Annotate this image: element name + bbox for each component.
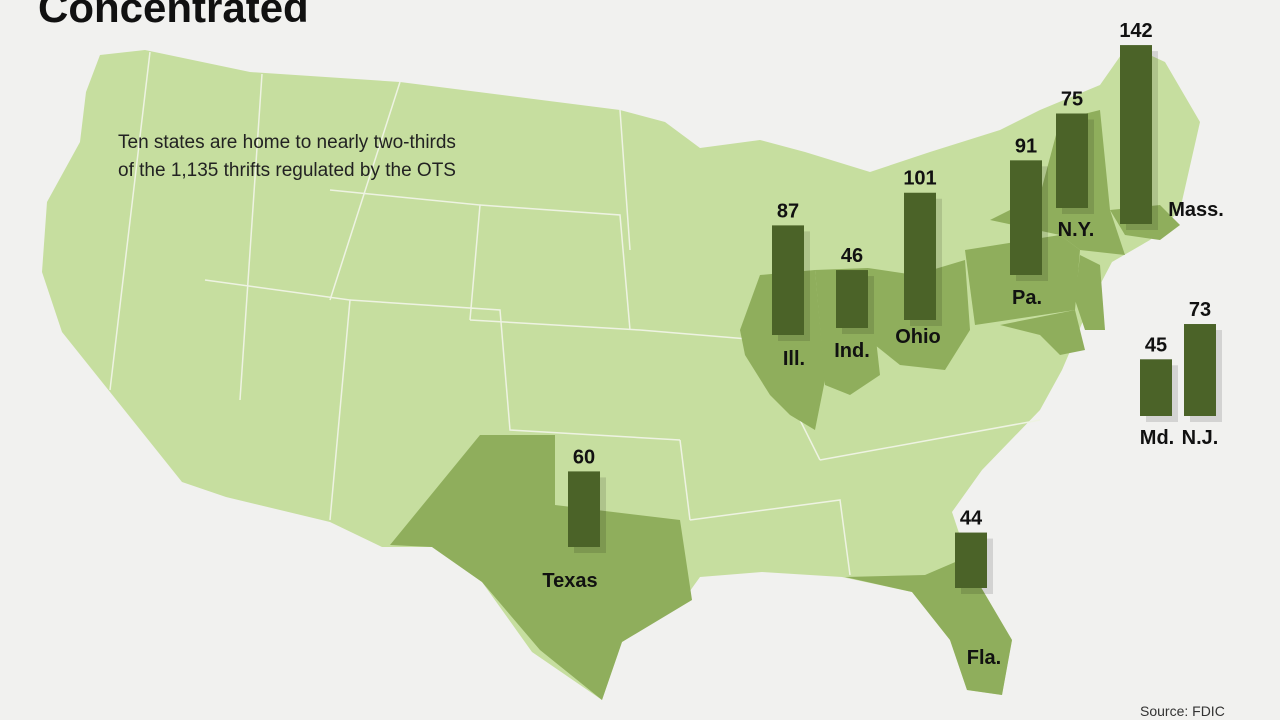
state-label: Fla. [967,647,1001,669]
state-texas [390,435,692,700]
state-label: Ind. [834,340,870,362]
bar [568,471,600,547]
value-label: 75 [1061,89,1083,111]
state-label: Ill. [783,348,805,370]
state-maryland [1000,310,1085,355]
state-florida [845,560,1012,695]
value-label: 46 [841,245,863,267]
chart-title: Concentrated [38,0,309,31]
value-label: 60 [573,446,595,468]
state-label: Pa. [1012,287,1042,309]
state-label: N.J. [1182,427,1219,449]
state-borders [109,51,1041,576]
bar [1056,113,1088,208]
value-label: 87 [777,200,799,222]
state-pennsylvania [965,235,1080,325]
state-label: Md. [1140,427,1174,449]
value-label: 101 [903,168,936,190]
state-label: Ohio [895,326,941,348]
value-label: 73 [1189,299,1211,321]
bar [1010,160,1042,275]
source: Source: FDIC [1140,703,1225,719]
bar [836,270,868,328]
bar [1140,359,1172,416]
bar [955,532,987,588]
bar [1184,324,1216,416]
value-label: 44 [960,508,983,530]
value-label: 91 [1015,135,1037,157]
bar [904,192,936,320]
state-label: N.Y. [1058,219,1095,241]
state-newjersey [1075,255,1105,330]
bar [772,225,804,335]
bar [1120,45,1152,224]
value-label: 45 [1145,334,1167,356]
state-label: Texas [542,570,597,592]
annotation: Ten states are home to nearly two-thirds [118,132,456,153]
state-label: Mass. [1168,199,1224,221]
value-label: 142 [1119,20,1152,42]
annotation: of the 1,135 thrifts regulated by the OT… [118,160,456,181]
